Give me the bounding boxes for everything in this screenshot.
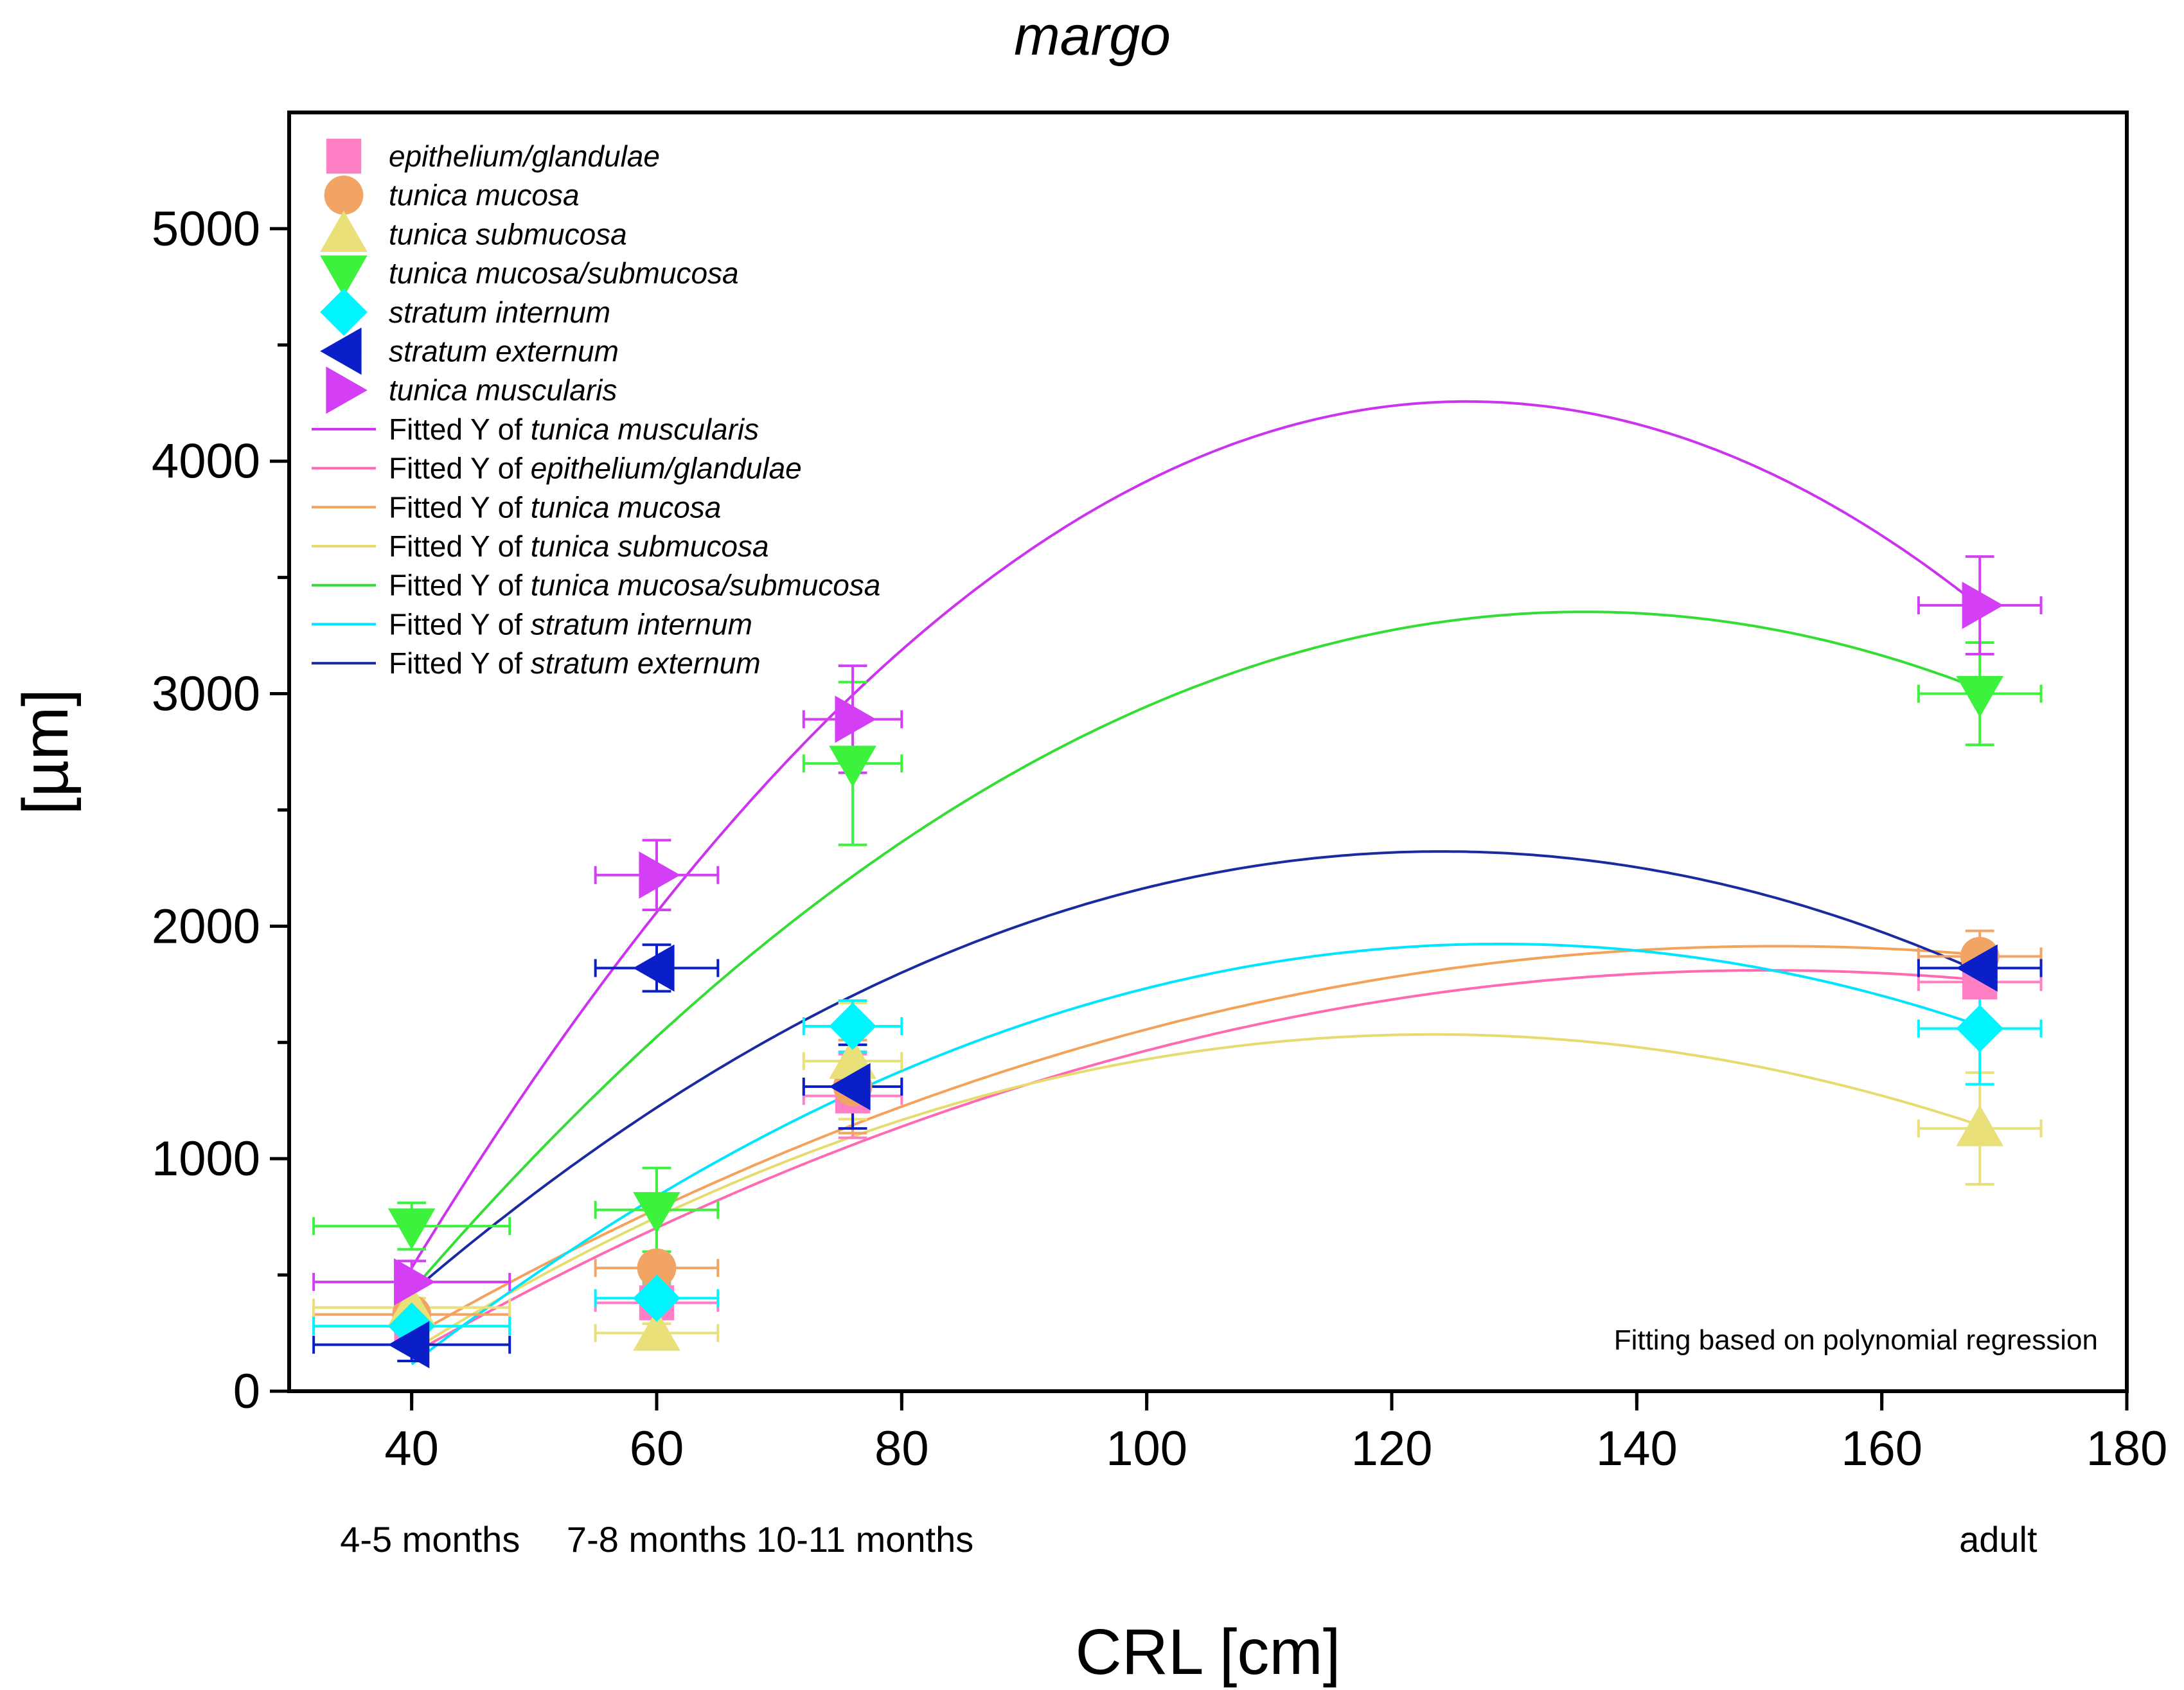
point-tunica-mucosa xyxy=(637,1248,677,1288)
point-tunica-mucosa-submucosa xyxy=(633,1192,680,1234)
point-stratum-externum xyxy=(1956,944,1998,992)
x-tick-label: 180 xyxy=(2086,1421,2168,1476)
y-tick-label: 2000 xyxy=(152,899,260,954)
point-stratum-internum xyxy=(633,1274,680,1322)
legend-label-epithelium-glandulae: epithelium/glandulae xyxy=(389,139,660,173)
point-stratum-internum xyxy=(829,1002,876,1050)
legend-fit-label-stratum-internum: Fitted Y of stratum internum xyxy=(389,607,752,641)
point-tunica-muscularis xyxy=(639,851,680,899)
point-tunica-muscularis xyxy=(394,1258,436,1306)
x-tick-label: 140 xyxy=(1596,1421,1678,1476)
point-stratum-internum xyxy=(1956,1004,2003,1053)
point-stratum-externum xyxy=(633,944,675,992)
legend-fit-label-tunica-mucosa: Fitted Y of tunica mucosa xyxy=(389,490,721,524)
legend-marker-tunica-mucosa-submucosa xyxy=(320,255,368,297)
legend-marker-tunica-muscularis xyxy=(326,366,368,414)
point-tunica-muscularis xyxy=(1962,582,2003,629)
legend-fit-label-epithelium-glandulae: Fitted Y of epithelium/glandulae xyxy=(389,452,802,485)
y-tick-label: 0 xyxy=(233,1364,260,1419)
x-tick-label: 120 xyxy=(1351,1421,1433,1476)
point-tunica-mucosa-submucosa xyxy=(387,1208,436,1250)
age-label: 10-11 months xyxy=(756,1519,973,1560)
legend-label-stratum-internum: stratum internum xyxy=(389,296,610,329)
fit-curve-tunica-muscularis xyxy=(410,400,1981,1269)
legend: epithelium/glandulae tunica mucosa tunica … xyxy=(312,138,880,680)
x-tick-label: 160 xyxy=(1841,1421,1922,1476)
legend-fit-label-stratum-externum: Fitted Y of stratum externum xyxy=(389,646,761,680)
x-axis-title: CRL [cm] xyxy=(1076,1616,1341,1688)
legend-label-tunica-mucosa: tunica mucosa xyxy=(389,179,580,212)
legend-label-tunica-mucosa-submucosa: tunica mucosa/submucosa xyxy=(389,256,739,290)
fit-curve-stratum-internum xyxy=(411,943,1980,1365)
x-tick-label: 80 xyxy=(874,1421,929,1476)
fit-annotation: Fitting based on polynomial regression xyxy=(1614,1324,2098,1356)
x-tick-label: 40 xyxy=(384,1421,439,1476)
point-tunica-submucosa xyxy=(1956,1105,2003,1146)
y-axis-title: [µm] xyxy=(10,689,82,815)
age-label: adult xyxy=(1959,1519,2038,1560)
point-tunica-muscularis xyxy=(835,695,876,743)
age-label: 7-8 months xyxy=(567,1519,747,1560)
legend-marker-tunica-submucosa xyxy=(320,210,368,252)
point-tunica-submucosa xyxy=(633,1309,680,1351)
fit-curve-epithelium-glandulae xyxy=(411,969,1980,1356)
y-tick-label: 5000 xyxy=(152,202,260,256)
y-tick-label: 4000 xyxy=(152,434,260,489)
point-stratum-externum xyxy=(387,1321,430,1369)
chart-title: margo xyxy=(1014,5,1171,67)
legend-label-tunica-muscularis: tunica muscularis xyxy=(389,373,617,407)
legend-marker-tunica-mucosa xyxy=(324,175,364,215)
axes: 40 60 80 100 120 140 160 180 0 1000 2000 3000 4000 50… xyxy=(152,202,2167,1560)
legend-label-tunica-submucosa: tunica submucosa xyxy=(389,217,627,251)
point-stratum-externum xyxy=(829,1063,871,1110)
data-points xyxy=(387,582,2003,1369)
fit-curve-tunica-mucosa-submucosa xyxy=(411,610,1980,1292)
legend-marker-stratum-internum xyxy=(320,289,368,336)
legend-fit-label-tunica-mucosa-submucosa: Fitted Y of tunica mucosa/submucosa xyxy=(389,569,880,602)
age-label: 4-5 months xyxy=(340,1519,520,1560)
legend-fit-label-tunica-muscularis: Fitted Y of tunica muscularis xyxy=(389,413,759,446)
y-tick-label: 3000 xyxy=(152,667,260,722)
legend-label-stratum-externum: stratum externum xyxy=(389,335,619,368)
legend-fit-label-tunica-submucosa: Fitted Y of tunica submucosa xyxy=(389,529,769,563)
x-tick-label: 60 xyxy=(630,1421,684,1476)
y-tick-label: 1000 xyxy=(152,1132,260,1186)
plot-frame xyxy=(287,111,2129,1393)
legend-marker-epithelium-glandulae xyxy=(326,138,362,174)
point-tunica-mucosa-submucosa xyxy=(1956,675,2003,718)
fit-curve-stratum-externum xyxy=(411,850,1981,1294)
legend-marker-stratum-externum xyxy=(320,327,362,375)
point-tunica-mucosa-submucosa xyxy=(829,745,876,787)
x-tick-label: 100 xyxy=(1106,1421,1187,1476)
